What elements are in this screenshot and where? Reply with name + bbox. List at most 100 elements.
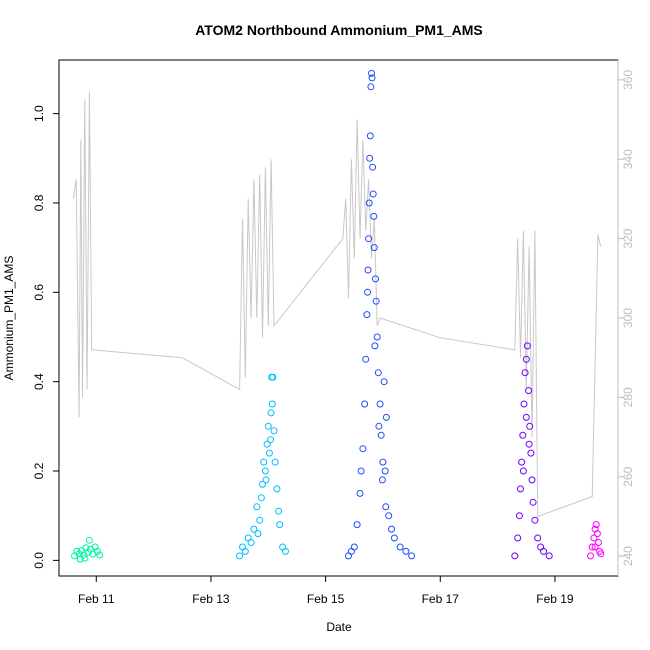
data-point: [268, 400, 276, 408]
data-point: [388, 525, 395, 533]
data-point: [526, 422, 534, 430]
x-tick-label: Feb 11: [78, 592, 115, 606]
data-point: [254, 530, 262, 538]
y-tick-label: 0.4: [32, 373, 46, 390]
data-point: [588, 543, 596, 551]
data-point: [511, 552, 519, 560]
series-2: [236, 373, 289, 560]
data-point: [85, 536, 93, 544]
data-point: [366, 132, 374, 140]
data-point: [522, 355, 530, 363]
data-point: [273, 485, 281, 493]
x-axis-label: Date: [326, 620, 352, 634]
data-point: [378, 476, 386, 484]
data-point: [522, 413, 530, 421]
data-point: [350, 543, 358, 551]
data-point: [353, 521, 361, 529]
data-point: [377, 431, 385, 439]
altitude-line: [72, 91, 602, 518]
data-point: [357, 467, 365, 475]
data-point: [265, 449, 273, 457]
data-point: [408, 552, 416, 560]
data-point: [260, 458, 268, 466]
y2-tick-label: 240: [621, 546, 635, 566]
x-tick-label: Feb 19: [536, 592, 574, 606]
data-point: [593, 530, 601, 538]
x-tick-label: Feb 17: [422, 592, 460, 606]
data-point: [587, 552, 594, 560]
x-tick-label: Feb 13: [192, 592, 230, 606]
y-tick-label: 0.0: [32, 552, 46, 569]
data-point: [369, 190, 377, 198]
data-point: [253, 503, 261, 511]
data-point: [256, 516, 264, 524]
data-point: [518, 458, 526, 466]
data-point: [359, 445, 367, 453]
data-point: [236, 552, 244, 560]
plot-area: [71, 69, 605, 563]
data-point: [519, 431, 527, 439]
x-tick-label: Feb 15: [307, 592, 345, 606]
data-point: [257, 494, 265, 502]
data-point: [527, 449, 535, 457]
data-point: [597, 550, 605, 558]
data-point: [375, 422, 383, 430]
data-point: [364, 288, 371, 296]
data-point: [379, 458, 387, 466]
data-point: [514, 534, 522, 542]
chart-title: ATOM2 Northbound Ammonium_PM1_AMS: [195, 22, 483, 38]
data-point: [356, 489, 364, 497]
data-point: [523, 342, 531, 350]
data-point: [373, 333, 381, 341]
data-point: [595, 539, 602, 546]
data-point: [264, 422, 272, 430]
y2-tick-label: 280: [621, 387, 635, 407]
data-point: [382, 413, 390, 421]
data-point: [367, 83, 375, 91]
data-point: [259, 480, 266, 488]
data-point: [368, 74, 376, 82]
data-point: [385, 512, 393, 520]
data-point: [76, 555, 84, 563]
data-point: [365, 235, 373, 243]
data-point: [402, 547, 410, 555]
axes: 0.0 0.2 0.4 0.6 0.8 1.0 Feb 11 Feb 13 Feb 15 Feb …: [32, 59, 635, 606]
data-point: [250, 525, 258, 533]
data-point: [534, 534, 542, 542]
y-tick-label: 0.8: [32, 194, 46, 211]
data-point: [545, 552, 553, 560]
data-point: [269, 373, 277, 381]
data-point: [519, 467, 527, 475]
data-point: [380, 378, 388, 386]
data-point: [381, 467, 389, 475]
data-point: [521, 369, 529, 377]
data-point: [96, 551, 104, 559]
data-point: [93, 547, 101, 555]
data-point: [73, 547, 81, 555]
data-point: [365, 199, 373, 207]
data-point: [590, 534, 598, 542]
data-point: [271, 458, 279, 466]
data-point: [382, 503, 390, 511]
y-tick-label: 1.0: [32, 105, 46, 122]
data-point: [366, 154, 374, 162]
data-point: [374, 369, 382, 377]
data-point: [517, 485, 524, 493]
y2-tick-label: 340: [621, 149, 635, 169]
series-3: [345, 69, 416, 560]
data-point: [241, 547, 249, 555]
data-point: [372, 275, 379, 283]
data-point: [270, 427, 278, 435]
data-point: [371, 342, 379, 350]
y2-tick-label: 320: [621, 228, 635, 248]
data-point: [528, 476, 536, 484]
y-axis-label: Ammonium_PM1_AMS: [2, 256, 16, 381]
series-4: [511, 342, 553, 560]
data-point: [81, 554, 89, 562]
data-point: [376, 400, 384, 408]
data-point: [282, 547, 289, 555]
data-point: [390, 534, 398, 542]
data-point: [591, 543, 599, 551]
data-point: [529, 498, 537, 506]
